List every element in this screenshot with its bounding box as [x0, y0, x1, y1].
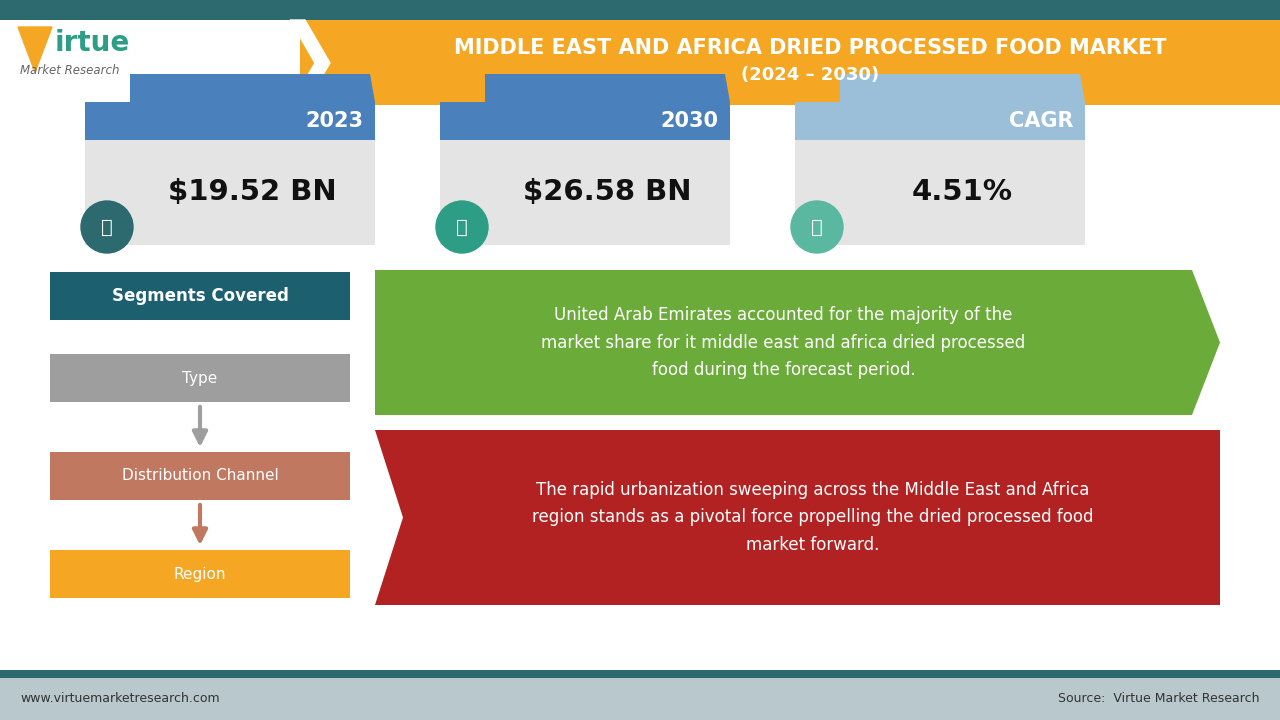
Text: MIDDLE EAST AND AFRICA DRIED PROCESSED FOOD MARKET: MIDDLE EAST AND AFRICA DRIED PROCESSED F… [453, 38, 1166, 58]
FancyBboxPatch shape [795, 102, 1085, 140]
FancyBboxPatch shape [0, 20, 300, 105]
Text: 4.51%: 4.51% [911, 179, 1012, 207]
FancyBboxPatch shape [50, 550, 349, 598]
FancyBboxPatch shape [0, 20, 1280, 105]
Text: irtue: irtue [55, 29, 131, 57]
Text: Type: Type [182, 371, 218, 385]
Polygon shape [375, 430, 1220, 605]
Text: Segments Covered: Segments Covered [111, 287, 288, 305]
FancyBboxPatch shape [50, 272, 349, 320]
Text: 📊: 📊 [101, 217, 113, 236]
Polygon shape [18, 27, 52, 72]
FancyBboxPatch shape [0, 678, 1280, 720]
Text: $26.58 BN: $26.58 BN [522, 179, 691, 207]
FancyBboxPatch shape [50, 452, 349, 500]
Circle shape [81, 201, 133, 253]
FancyBboxPatch shape [440, 140, 730, 245]
Text: 2023: 2023 [305, 111, 364, 131]
Text: Distribution Channel: Distribution Channel [122, 469, 278, 484]
Text: Region: Region [174, 567, 227, 582]
Polygon shape [375, 270, 1220, 415]
Circle shape [436, 201, 488, 253]
FancyBboxPatch shape [0, 0, 1280, 20]
Polygon shape [485, 74, 730, 102]
Text: $19.52 BN: $19.52 BN [168, 179, 337, 207]
Polygon shape [840, 74, 1085, 102]
Text: CAGR: CAGR [1009, 111, 1073, 131]
FancyBboxPatch shape [50, 354, 349, 402]
FancyBboxPatch shape [0, 670, 1280, 678]
FancyBboxPatch shape [440, 102, 730, 140]
Text: 2030: 2030 [660, 111, 718, 131]
Text: United Arab Emirates accounted for the majority of the
market share for it middl: United Arab Emirates accounted for the m… [541, 306, 1025, 379]
Text: Source:  Virtue Market Research: Source: Virtue Market Research [1059, 693, 1260, 706]
Polygon shape [131, 74, 375, 102]
Text: 📈: 📈 [812, 217, 823, 236]
FancyBboxPatch shape [84, 140, 375, 245]
Text: 🥧: 🥧 [456, 217, 468, 236]
FancyBboxPatch shape [84, 102, 375, 140]
Polygon shape [291, 20, 330, 105]
Text: The rapid urbanization sweeping across the Middle East and Africa
region stands : The rapid urbanization sweeping across t… [531, 481, 1093, 554]
FancyBboxPatch shape [795, 140, 1085, 245]
Circle shape [791, 201, 844, 253]
Text: (2024 – 2030): (2024 – 2030) [741, 66, 879, 84]
Text: www.virtuemarketresearch.com: www.virtuemarketresearch.com [20, 693, 220, 706]
Text: Market Research: Market Research [20, 63, 119, 76]
